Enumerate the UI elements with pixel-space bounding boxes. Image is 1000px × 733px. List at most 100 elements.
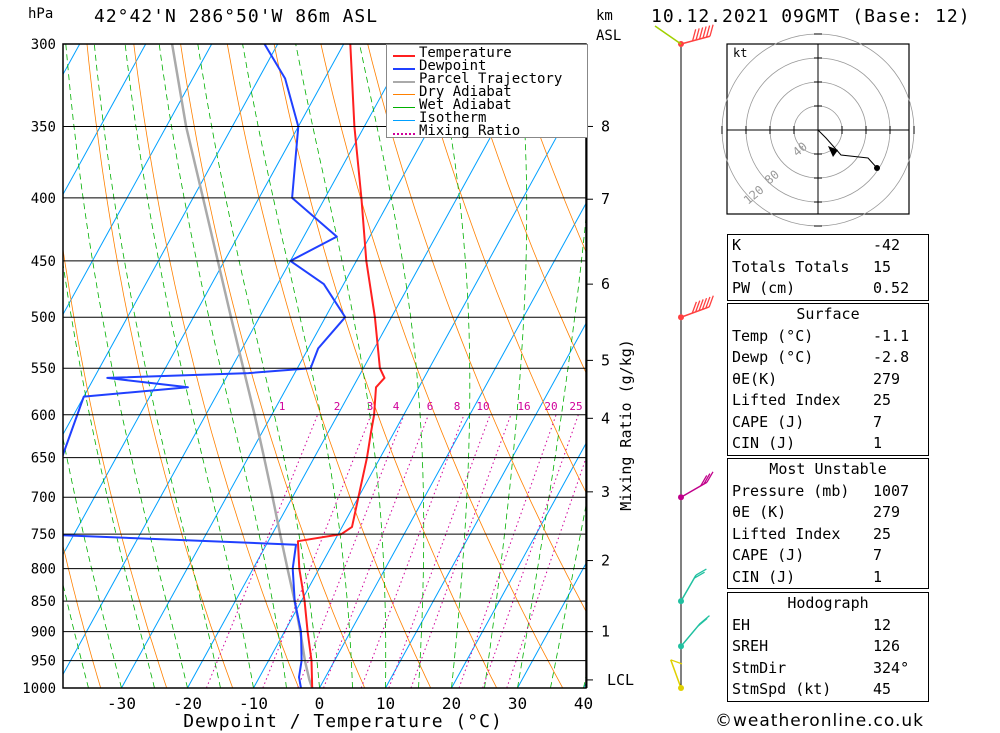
legend-swatch — [393, 107, 415, 108]
row-label: Lifted Index — [732, 391, 841, 409]
height-tick-label: 5 — [601, 351, 610, 369]
wind-barb-flag — [691, 29, 697, 42]
legend-item: Isotherm — [387, 111, 587, 127]
row-value: 12 — [873, 615, 892, 634]
mu-row: θE (K) 279 — [728, 502, 928, 524]
wind-barb-flag — [693, 571, 705, 579]
row-value: 7 — [873, 412, 883, 431]
row-label: Dewp (°C) — [732, 348, 814, 366]
mixing-ratio-line — [388, 414, 491, 688]
surface-row: Lifted Index 25 — [728, 390, 928, 412]
dry-adiabat-line — [460, 44, 586, 374]
surface-row: CAPE (J) 7 — [728, 412, 928, 434]
height-tick-label: 1 — [601, 623, 610, 641]
legend-label: Dry Adiabat — [419, 84, 512, 100]
pressure-tick-label: 650 — [31, 451, 56, 467]
x-axis-label: Dewpoint / Temperature (°C) — [183, 711, 503, 732]
wet-adiabat-line — [359, 44, 425, 688]
legend-swatch — [393, 55, 415, 57]
wind-barb-dot — [678, 494, 684, 501]
hpa-unit-label: hPa — [28, 6, 54, 22]
legend-swatch — [393, 120, 415, 121]
wind-barb — [678, 568, 707, 605]
wind-barb-flag — [705, 25, 711, 38]
surface-title: Surface — [796, 305, 860, 323]
height-tick-label: LCL — [607, 671, 634, 689]
wind-barb-dot — [678, 685, 684, 691]
hodo-row: EH 12 — [728, 615, 928, 637]
legend-swatch — [393, 81, 415, 83]
surface-panel: Surface Temp (°C) -1.1 Dewp (°C) -2.8 θE(K… — [727, 303, 929, 456]
station-location: 42°42'N 286°50'W 86m ASL — [94, 6, 379, 27]
surface-row: CIN (J) 1 — [728, 433, 928, 455]
legend-label: Parcel Trajectory — [419, 71, 563, 87]
index-value: 0.52 — [873, 279, 910, 297]
hodograph-trace — [817, 129, 878, 169]
legend-label: Dewpoint — [419, 58, 487, 74]
isotherm-line — [319, 202, 586, 688]
pressure-tick-label: 950 — [31, 654, 56, 670]
temperature-tick-label: 40 — [574, 694, 593, 713]
temperature-tick-label: 10 — [376, 694, 395, 713]
isotherm-line — [517, 562, 586, 688]
wind-barb-shaft — [680, 481, 708, 498]
pressure-tick-label: 400 — [31, 191, 56, 207]
surface-row: θE(K) 279 — [728, 369, 928, 391]
km-label: km — [596, 8, 613, 24]
height-tick-label: 4 — [601, 409, 610, 427]
wet-adiabat-line — [484, 44, 528, 688]
row-value: 324° — [873, 658, 910, 677]
pressure-tick-label: 300 — [31, 37, 56, 53]
dry-adiabat-line — [367, 44, 586, 613]
row-label: θE(K) — [732, 369, 778, 388]
row-label: CIN (J) — [732, 567, 796, 586]
pressure-tick-label: 450 — [31, 254, 56, 270]
index-row-totals: Totals Totals 15 — [728, 257, 928, 279]
forecast-datetime: 10.12.2021 09GMT (Base: 12) — [651, 6, 971, 27]
isotherm-line — [63, 44, 213, 316]
height-tick-label: 6 — [601, 275, 610, 293]
legend-item: Dewpoint — [387, 58, 587, 75]
row-value: 279 — [873, 503, 901, 521]
legend-label: Temperature — [419, 45, 512, 61]
most-unstable-panel: Most Unstable Pressure (mb) 1007 θE (K) 27… — [727, 458, 929, 589]
index-row-pw: PW (cm) 0.52 — [728, 278, 928, 300]
height-tick-label: 3 — [601, 483, 610, 501]
mixing-ratio-line — [458, 414, 557, 688]
row-value: 7 — [873, 546, 883, 564]
wind-barb-flag — [698, 27, 704, 40]
mixing-ratio-line — [360, 414, 465, 688]
hodograph-stats-title: Hodograph — [787, 594, 869, 612]
wind-barb-flag — [670, 659, 683, 665]
dewpoint-line — [63, 44, 347, 688]
dry-adiabat-line — [929, 44, 1000, 688]
pressure-tick-label: 700 — [31, 490, 56, 506]
pressure-tick-label: 550 — [31, 361, 56, 377]
index-value: 15 — [873, 257, 892, 276]
wind-barb-shaft — [680, 574, 697, 602]
pressure-tick-label: 600 — [31, 408, 56, 424]
pressure-tick-label: 850 — [31, 594, 56, 610]
index-label: PW (cm) — [732, 279, 796, 297]
wind-barb — [678, 24, 714, 47]
plot-frame — [62, 43, 587, 689]
wind-barb-dot — [678, 314, 684, 321]
isotherm-line — [63, 44, 279, 436]
isotherm-line — [121, 44, 477, 688]
mu-row: Lifted Index 25 — [728, 524, 928, 546]
wind-barb-flag — [697, 617, 708, 627]
row-label: θE (K) — [732, 503, 787, 521]
mixing-ratio-line — [262, 414, 372, 688]
legend-item: Parcel Trajectory — [387, 71, 587, 88]
row-value: 1007 — [873, 481, 910, 500]
legend-swatch — [393, 94, 415, 95]
temperature-tick-label: 30 — [508, 694, 527, 713]
mu-row: Pressure (mb) 1007 — [728, 481, 928, 503]
wet-adiabat-line — [434, 44, 471, 688]
row-value: 45 — [873, 680, 892, 698]
wind-barb-flag — [709, 24, 714, 37]
mixing-ratio-label: 3 — [367, 400, 374, 413]
row-label: CAPE (J) — [732, 546, 805, 564]
mixing-ratio-label: 6 — [427, 400, 434, 413]
